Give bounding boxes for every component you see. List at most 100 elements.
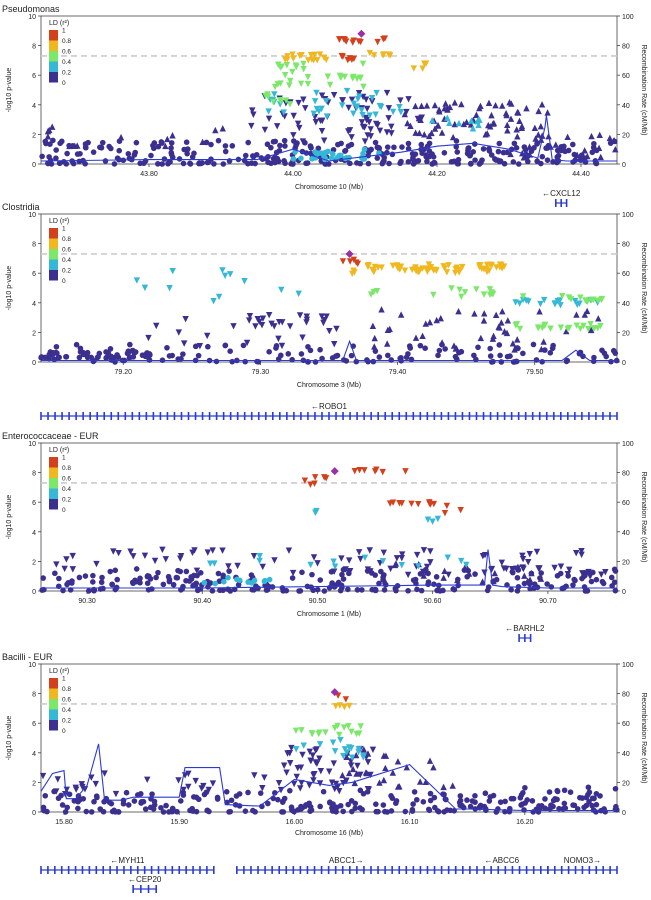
snp-point — [329, 355, 336, 361]
snp-point — [404, 119, 411, 127]
snp-point — [388, 123, 395, 130]
snp-point — [300, 96, 307, 103]
snp-point — [331, 748, 339, 755]
snp-point — [63, 556, 70, 563]
snp-point — [367, 771, 374, 779]
gene-exon — [552, 412, 555, 420]
snp-point — [418, 587, 425, 594]
snp-point — [540, 296, 548, 304]
snp-point — [372, 139, 379, 146]
snp-point — [384, 809, 391, 815]
snp-point — [304, 80, 312, 88]
legend-color-1 — [49, 259, 58, 270]
gene-exon — [616, 412, 618, 420]
legend-color-0 — [49, 270, 58, 281]
snp-point — [91, 587, 98, 593]
snp-point — [292, 727, 300, 735]
snp-point — [242, 808, 249, 814]
snp-point — [176, 156, 183, 162]
snp-point — [342, 148, 348, 154]
snp-point — [535, 565, 542, 572]
snp-point — [521, 572, 528, 579]
gene-exon — [155, 885, 157, 893]
snp-point — [499, 308, 506, 315]
gene-exon — [545, 412, 548, 420]
snp-point — [364, 750, 372, 757]
legend-color-2 — [49, 699, 58, 710]
snp-point — [535, 107, 542, 115]
snp-point — [139, 352, 146, 359]
snp-point — [594, 325, 601, 332]
snp-point — [195, 352, 202, 359]
snp-point — [375, 808, 381, 815]
snp-point — [333, 325, 340, 333]
gene-exon — [292, 866, 295, 874]
snp-point — [40, 804, 47, 811]
y2-tick-label: 40 — [622, 103, 630, 110]
snp-point — [431, 794, 438, 801]
snp-point — [160, 581, 167, 588]
snp-point — [132, 349, 139, 355]
snp-point — [565, 573, 571, 579]
snp-point — [345, 128, 352, 135]
snp-point — [393, 555, 401, 562]
y-tick-label: 10 — [28, 14, 36, 21]
snp-point — [211, 161, 217, 167]
snp-point — [452, 269, 459, 277]
snp-point — [331, 563, 339, 570]
snp-point — [209, 780, 217, 787]
x-tick-label: 90.70 — [539, 598, 557, 605]
snp-point — [458, 100, 465, 108]
snp-point — [240, 342, 247, 349]
snp-point — [317, 577, 324, 583]
snp-point — [442, 346, 448, 352]
snp-point — [441, 149, 448, 156]
snp-point — [345, 801, 351, 808]
panel-2: Enterococcaceae - EUR0246810020406080100… — [2, 431, 647, 642]
snp-point — [579, 795, 586, 801]
snp-point — [444, 114, 451, 121]
snp-point — [503, 111, 510, 119]
snp-point — [438, 129, 446, 136]
snp-point — [412, 102, 419, 110]
snp-point — [180, 340, 188, 347]
legend-title: LD (r²) — [49, 20, 69, 27]
gene-exon — [313, 866, 316, 874]
snp-point — [298, 779, 305, 787]
snp-point — [201, 579, 208, 586]
snp-point — [56, 354, 62, 361]
gene-exon — [555, 199, 557, 207]
snp-point — [458, 293, 465, 301]
snp-point — [187, 160, 193, 167]
gene-exon — [81, 866, 84, 874]
snp-point — [272, 159, 278, 166]
gene-exon — [88, 866, 91, 874]
snp-point — [283, 587, 290, 594]
snp-point — [405, 145, 412, 152]
snp-point — [159, 546, 166, 554]
snp-point — [373, 801, 379, 807]
legend-tick: 0.2 — [62, 497, 71, 504]
snp-point — [196, 342, 204, 350]
snp-point — [589, 149, 596, 156]
snp-point — [397, 108, 405, 116]
snp-point — [160, 809, 167, 815]
snp-point — [534, 324, 542, 332]
snp-point — [593, 576, 600, 583]
snp-point — [465, 145, 472, 151]
legend-color-4 — [49, 678, 58, 689]
gene-label: ←CXCL12 — [542, 189, 581, 198]
snp-point — [315, 145, 322, 152]
snp-point — [313, 89, 320, 97]
snp-point — [346, 769, 353, 777]
snp-point — [168, 140, 175, 146]
gene-exon — [285, 866, 288, 874]
snp-point — [511, 140, 518, 147]
gene-exon — [356, 412, 358, 420]
snp-point — [216, 578, 223, 585]
snp-point — [166, 578, 173, 585]
snp-point — [164, 135, 171, 143]
snp-point — [312, 759, 319, 766]
snp-point — [228, 797, 235, 804]
snp-point — [272, 790, 278, 796]
